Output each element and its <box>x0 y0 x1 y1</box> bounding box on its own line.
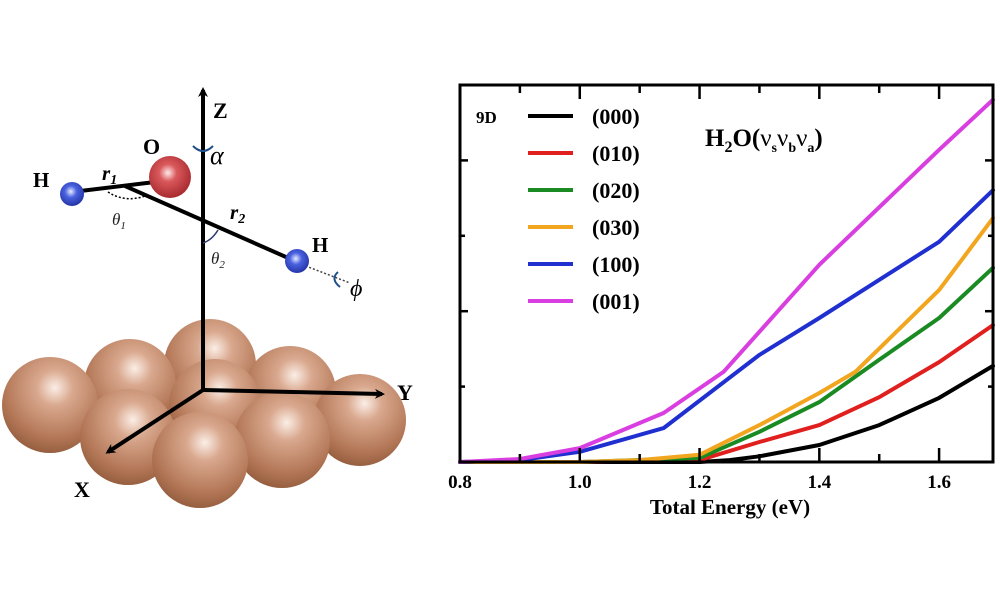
x-tick-label: 0.8 <box>448 472 472 493</box>
series-line-001 <box>458 97 995 464</box>
x-axis-label: Total Energy (eV) <box>650 495 810 519</box>
surface-atom <box>2 357 98 453</box>
hydrogen-right-label: H <box>312 233 328 257</box>
z-axis-label: Z <box>213 98 228 123</box>
oxygen-label: O <box>143 134 160 159</box>
hydrogen-atom-left <box>60 182 84 206</box>
x-axis <box>105 388 205 454</box>
x-tick-label: 1.2 <box>688 472 712 493</box>
r1-label: r1 <box>102 161 117 188</box>
y-axis-label: Y <box>397 380 413 405</box>
legend-title: 9D <box>476 108 497 127</box>
series-line-030 <box>458 216 995 464</box>
bond-r1 <box>71 180 156 194</box>
theta2-label: θ2 <box>211 249 225 271</box>
chart-annotation: H2O(νsνbνa) <box>705 125 823 156</box>
x-tick-label: 1.4 <box>807 472 831 493</box>
h2o-surface-diagram: Z Y X O H H r1 r2 θ1 θ2 α ϕ <box>2 87 413 508</box>
alpha-label: α <box>210 141 225 170</box>
bond-r2 <box>124 184 296 263</box>
phi-label: ϕ <box>350 276 362 302</box>
x-axis-label: X <box>74 477 90 502</box>
x-tick-label: 1.6 <box>927 472 951 493</box>
legend: 9D (000) (010) (020) (030) (100) (001) <box>476 104 640 314</box>
hydrogen-atom-right <box>285 249 309 273</box>
plot-frame <box>458 83 995 464</box>
legend-label: (010) <box>592 141 640 166</box>
y-axis <box>202 388 385 399</box>
phi-rotation-icon <box>333 271 341 288</box>
x-tick-labels: 0.8 1.0 1.2 1.4 1.6 <box>448 472 951 493</box>
x-tick-label: 1.0 <box>568 472 592 493</box>
legend-label: (020) <box>592 178 640 203</box>
series-line-100 <box>458 188 995 464</box>
theta2-arc <box>202 229 219 244</box>
legend-label: (001) <box>592 289 640 314</box>
legend-label: (030) <box>592 215 640 240</box>
r2-label: r2 <box>230 200 245 227</box>
surface-atom <box>234 392 330 488</box>
hydrogen-left-label: H <box>33 168 49 192</box>
oxygen-atom <box>149 156 191 198</box>
surface-atom <box>152 412 248 508</box>
energy-line-chart: 0.8 1.0 1.2 1.4 1.6 9D (000) (010) (020) (030) (… <box>448 83 995 519</box>
theta1-label: θ1 <box>112 210 126 232</box>
legend-label: (000) <box>592 104 640 129</box>
legend-label: (100) <box>592 252 640 277</box>
alpha-rotation-icon <box>192 145 214 152</box>
series-line-020 <box>458 265 995 464</box>
